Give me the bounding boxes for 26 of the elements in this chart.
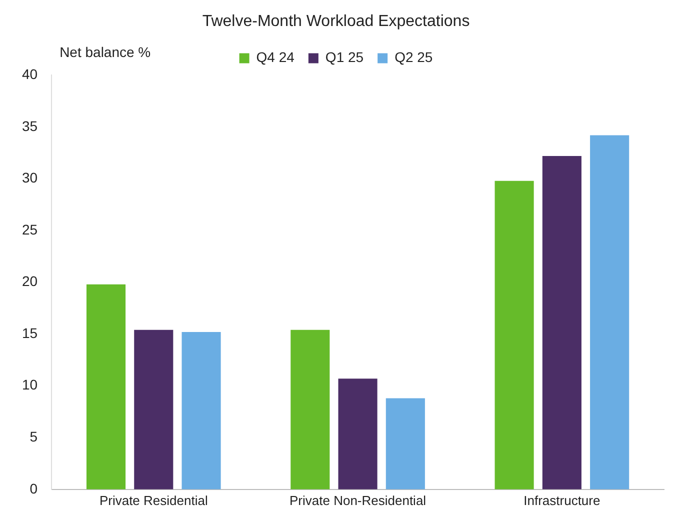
legend-label: Q2 25 <box>394 49 433 66</box>
bar <box>542 156 582 490</box>
bar <box>86 284 126 490</box>
bar <box>290 330 330 490</box>
y-tick-label: 35 <box>22 118 38 134</box>
legend-label: Q1 25 <box>325 49 364 66</box>
y-tick-label: 30 <box>22 170 38 186</box>
y-tick-label: 0 <box>30 480 38 496</box>
bar <box>182 332 221 490</box>
chart-title: Twelve-Month Workload Expectations <box>202 13 470 30</box>
bar <box>134 330 174 490</box>
y-tick-label: 5 <box>30 428 38 444</box>
bar <box>386 398 425 490</box>
y-axis-title: Net balance % <box>60 44 151 60</box>
y-tick-label: 20 <box>22 273 38 290</box>
y-tick-label: 10 <box>22 376 38 393</box>
x-tick-label: Infrastructure <box>524 492 600 508</box>
bar <box>590 135 630 490</box>
x-tick-label: Private Residential <box>99 492 208 508</box>
y-tick-label: 40 <box>22 66 38 82</box>
legend-label: Q4 24 <box>256 49 295 66</box>
y-tick-label: 15 <box>22 324 38 341</box>
x-tick-label: Private Non-Residential <box>289 492 426 508</box>
bar <box>494 180 534 490</box>
y-tick-label: 25 <box>22 221 38 238</box>
bar <box>338 378 378 490</box>
